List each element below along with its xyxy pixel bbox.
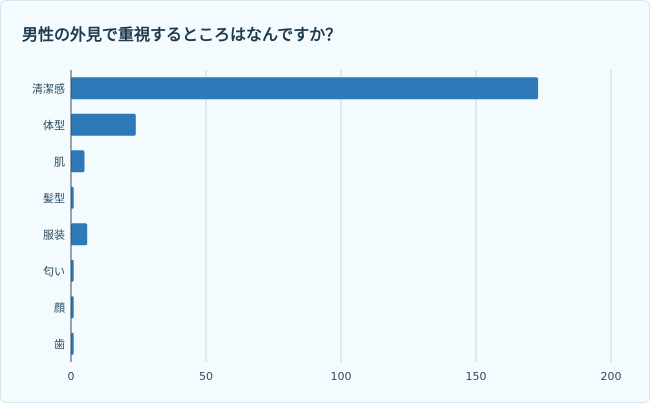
category-label: 清潔感	[32, 81, 65, 95]
category-label: 顔	[54, 300, 65, 314]
x-tick-label: 150	[466, 370, 487, 383]
bar	[71, 186, 74, 209]
category-label: 肌	[54, 155, 65, 168]
x-tick-labels: 0 50 100 150 200	[68, 370, 622, 383]
x-tick-label: 0	[68, 370, 75, 383]
bar	[71, 259, 74, 282]
category-label: 髪型	[43, 191, 65, 205]
bar	[71, 77, 539, 100]
category-label: 服装	[43, 228, 65, 241]
grid-lines	[205, 70, 612, 362]
x-tick-label: 100	[331, 370, 352, 383]
x-tick-label: 50	[199, 370, 213, 383]
bar	[71, 296, 74, 319]
chart-title: 男性の外見で重視するところはなんですか？	[22, 25, 342, 44]
category-label: 匂い	[43, 265, 65, 278]
category-label: 歯	[54, 338, 65, 351]
bar	[71, 150, 85, 173]
bar	[71, 223, 88, 246]
bars	[71, 77, 539, 355]
category-label: 体型	[43, 118, 65, 132]
x-tick-label: 200	[601, 370, 622, 383]
bar	[71, 113, 136, 136]
bar	[71, 332, 74, 355]
